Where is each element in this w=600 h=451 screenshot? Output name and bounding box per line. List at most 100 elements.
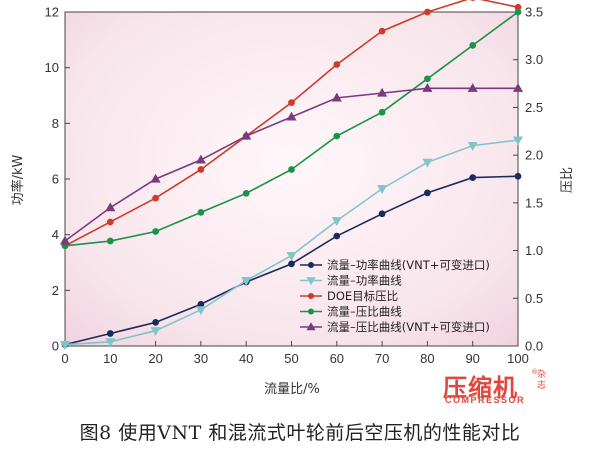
x-tick-label: 10 — [103, 351, 117, 366]
figure-caption: 图8 使用VNT 和混流式叶轮前后空压机的性能对比 — [79, 422, 521, 444]
series-3-point — [288, 99, 295, 107]
legend-swatch-marker — [307, 261, 315, 269]
series-3-point — [333, 61, 341, 68]
y-right-tick-label: 1.0 — [525, 243, 543, 258]
y-right-tick-label: 2.5 — [525, 100, 543, 115]
series-2-point — [331, 217, 342, 226]
series-5-point — [512, 83, 524, 92]
series-4-point — [197, 209, 205, 216]
legend-label: DOE目标压比 — [327, 289, 398, 303]
series-5 — [59, 83, 524, 245]
y-right-tick-label: 0.5 — [525, 291, 543, 306]
series-1-point — [514, 172, 522, 180]
legend: 流量–功率曲线(VNT+可变进口) 流量–功率曲线DOE目标压比流量–压比曲线流量… — [300, 258, 490, 334]
series-1-point — [424, 189, 431, 197]
series-1-point — [469, 174, 477, 181]
x-tick-label: 100 — [507, 351, 529, 366]
series-2-point — [512, 136, 524, 146]
x-axis-title: 流量比/% — [264, 382, 320, 397]
series-2-point — [467, 142, 478, 151]
series-1-point — [197, 300, 205, 308]
series-4-point — [333, 132, 341, 140]
y-right-tick-label: 3.5 — [525, 5, 543, 20]
series-2-point — [150, 327, 161, 336]
legend-label: 流量–功率曲线 — [327, 274, 402, 288]
series-3-point — [378, 27, 386, 35]
series-1-point — [152, 318, 159, 326]
legend-label: 流量–压比曲线 — [327, 305, 402, 319]
series-4-point — [469, 42, 477, 49]
series-3-point — [197, 166, 205, 173]
y-right-tick-label: 2.0 — [525, 148, 543, 163]
y-right-tick-label: 0.0 — [525, 339, 543, 354]
legend-swatch-marker — [306, 322, 316, 331]
series-layer — [59, 0, 524, 350]
watermark-registered: ® — [531, 368, 538, 376]
series-5-point — [150, 173, 161, 183]
watermark-side: 杂志 — [537, 370, 547, 391]
series-3-point — [470, 0, 476, 2]
axis-ticks: 0 10 20 30 40 50 60 70 80 90 100 0 2 4 6 8 10 12 0.0 0.5 1.0… — [45, 5, 544, 367]
publisher-watermark: 压缩机 ® 杂志 COMPRESSOR — [443, 368, 583, 408]
legend-swatch-marker — [306, 277, 316, 286]
series-4-point — [424, 75, 431, 83]
series-5-point — [422, 83, 433, 92]
x-tick-label: 60 — [330, 351, 344, 366]
x-tick-label: 80 — [420, 351, 434, 366]
series-2-point — [105, 338, 116, 348]
y-left-tick-label: 0 — [52, 339, 59, 354]
y-left-tick-label: 6 — [52, 172, 59, 187]
series-4-point — [106, 237, 114, 245]
x-tick-label: 40 — [239, 351, 253, 366]
x-tick-label: 30 — [194, 351, 208, 366]
series-4-point — [288, 166, 295, 173]
series-1-point — [333, 232, 341, 240]
series-3-point — [424, 8, 431, 16]
series-4-point — [152, 228, 159, 235]
series-4 — [61, 8, 522, 250]
x-tick-label: 20 — [148, 351, 162, 366]
y-left-tick-label: 8 — [52, 116, 59, 131]
series-2-point — [195, 306, 206, 316]
series-2 — [59, 136, 524, 350]
series-1-point — [106, 330, 114, 337]
series-4-point — [514, 8, 522, 16]
watermark-main: 压缩机 — [443, 374, 518, 402]
legend-swatch-marker — [307, 308, 315, 315]
performance-chart: 0 10 20 30 40 50 60 70 80 90 100 0 2 4 6 8 10 12 0.0 0.5 1.0… — [10, 0, 575, 397]
y-left-axis-title: 功率/kW — [10, 154, 26, 205]
series-1-point — [288, 260, 295, 268]
series-1-point — [378, 210, 386, 218]
series-4-point — [378, 108, 386, 116]
series-2-point — [422, 158, 433, 168]
x-tick-label: 70 — [375, 351, 389, 366]
series-5-point — [467, 83, 478, 92]
series-5-point — [105, 202, 116, 212]
x-tick-label: 50 — [284, 351, 298, 366]
legend-label: 流量–压比曲线(VNT+可变进口) — [327, 320, 490, 334]
series-5-point — [195, 154, 206, 164]
series-2-point — [377, 185, 388, 194]
x-tick-label: 0 — [61, 351, 68, 366]
series-5-point — [59, 235, 71, 245]
y-left-tick-label: 10 — [45, 60, 59, 75]
y-right-tick-label: 3.0 — [525, 52, 543, 67]
series-2-point — [59, 341, 71, 350]
series-3-point — [152, 194, 159, 202]
y-left-tick-label: 4 — [52, 227, 59, 242]
legend-swatch-marker — [307, 292, 315, 300]
series-4-point — [242, 189, 250, 197]
watermark-sub: COMPRESSOR — [445, 395, 526, 405]
y-right-axis-title: 压比 — [560, 167, 575, 193]
y-left-tick-label: 2 — [52, 283, 59, 298]
series-2-point — [241, 277, 252, 286]
y-right-tick-label: 1.5 — [525, 195, 543, 210]
series-2-point — [286, 251, 297, 261]
y-left-tick-label: 12 — [45, 5, 59, 20]
x-tick-label: 90 — [465, 351, 479, 366]
series-3-point — [514, 3, 522, 11]
series-5-point — [331, 92, 342, 102]
series-5-point — [286, 111, 297, 121]
legend-label: 流量–功率曲线(VNT+可变进口) — [327, 258, 490, 272]
series-5-point — [377, 87, 388, 97]
